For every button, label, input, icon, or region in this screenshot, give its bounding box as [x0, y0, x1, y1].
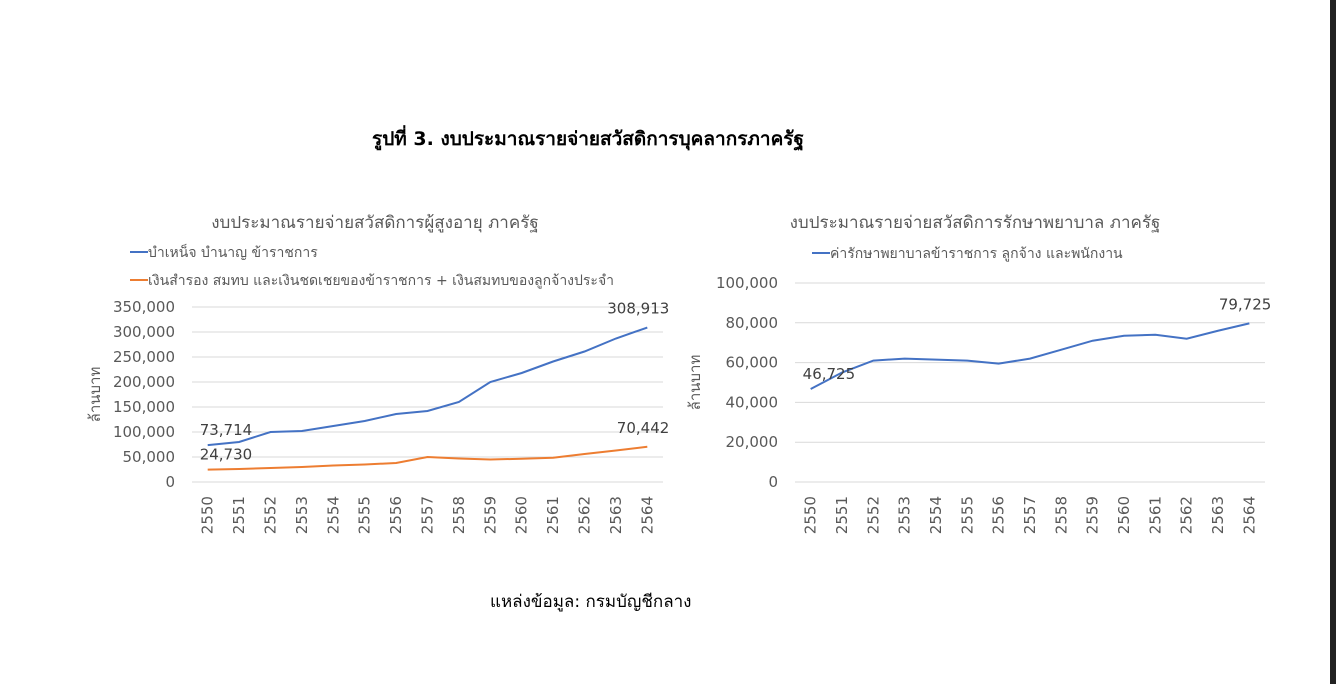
x-tick-label: 2561	[1146, 496, 1164, 534]
x-tick-label: 2560	[1115, 496, 1133, 534]
x-tick-label: 2556	[990, 496, 1008, 534]
legend-label: บำเหน็จ บำนาญ ข้าราชการ	[148, 243, 318, 261]
x-tick-label: 2556	[387, 496, 405, 534]
y-tick-label: 200,000	[113, 373, 175, 391]
x-tick-label: 2559	[1084, 496, 1102, 534]
x-tick-label: 2558	[450, 496, 468, 534]
y-tick-label: 20,000	[726, 433, 779, 451]
y-tick-label: 100,000	[716, 274, 778, 292]
x-tick-label: 2555	[356, 496, 374, 534]
data-label-first: 46,725	[803, 365, 856, 383]
y-tick-label: 100,000	[113, 423, 175, 441]
y-axis-label: ล้านบาท	[686, 355, 704, 411]
series-line	[810, 322, 1250, 390]
y-tick-label: 0	[165, 473, 175, 491]
series-line	[207, 326, 648, 447]
y-tick-label: 80,000	[726, 314, 779, 332]
x-tick-label: 2551	[833, 496, 851, 534]
x-tick-label: 2553	[293, 496, 311, 534]
x-tick-label: 2554	[927, 496, 945, 534]
x-tick-label: 2560	[513, 496, 531, 534]
x-tick-label: 2551	[230, 496, 248, 534]
chart-title: งบประมาณรายจ่ายสวัสดิการผู้สูงอายุ ภาครั…	[211, 213, 538, 233]
data-label-last: 79,725	[1219, 295, 1272, 313]
x-tick-label: 2558	[1052, 496, 1070, 534]
data-label-first: 73,714	[200, 421, 253, 439]
x-tick-label: 2555	[958, 496, 976, 534]
x-tick-label: 2562	[1178, 496, 1196, 534]
x-tick-label: 2564	[1240, 496, 1258, 534]
y-tick-label: 300,000	[113, 323, 175, 341]
legend-label: ค่ารักษาพยาบาลข้าราชการ ลูกจ้าง และพนักง…	[830, 246, 1123, 262]
x-tick-label: 2559	[481, 496, 499, 534]
x-tick-label: 2550	[802, 496, 820, 534]
x-tick-label: 2552	[262, 496, 280, 534]
x-tick-label: 2554	[324, 496, 342, 534]
y-tick-label: 250,000	[113, 348, 175, 366]
data-label-last: 308,913	[607, 300, 669, 318]
x-tick-label: 2561	[544, 496, 562, 534]
x-tick-label: 2557	[1021, 496, 1039, 534]
series-line	[207, 445, 648, 471]
y-tick-label: 40,000	[726, 393, 779, 411]
chart-title: งบประมาณรายจ่ายสวัสดิการรักษาพยาบาล ภาคร…	[790, 213, 1161, 233]
figure-title: รูปที่ 3. งบประมาณรายจ่ายสวัสดิการบุคลาก…	[372, 128, 804, 150]
y-tick-label: 150,000	[113, 398, 175, 416]
data-label-first: 24,730	[200, 446, 253, 464]
x-tick-label: 2563	[607, 496, 625, 534]
x-tick-label: 2563	[1209, 496, 1227, 534]
x-tick-label: 2553	[896, 496, 914, 534]
legend-label: เงินสำรอง สมทบ และเงินชดเชยของข้าราชการ …	[148, 273, 614, 289]
x-tick-label: 2562	[576, 496, 594, 534]
x-tick-label: 2564	[638, 496, 656, 534]
window-edge	[1330, 0, 1336, 684]
y-tick-label: 60,000	[726, 354, 779, 372]
y-axis-label: ล้านบาท	[86, 367, 104, 423]
y-tick-label: 350,000	[113, 298, 175, 316]
data-label-last: 70,442	[617, 419, 670, 437]
x-tick-label: 2557	[419, 496, 437, 534]
source-note: แหล่งข้อมูล: กรมบัญชีกลาง	[490, 592, 692, 612]
x-tick-label: 2552	[864, 496, 882, 534]
x-tick-label: 2550	[199, 496, 217, 534]
y-tick-label: 50,000	[123, 448, 176, 466]
y-tick-label: 0	[768, 473, 778, 491]
